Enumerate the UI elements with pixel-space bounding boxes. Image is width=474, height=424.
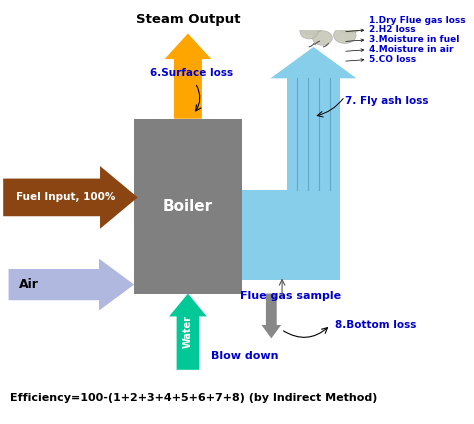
- Bar: [134, 119, 242, 293]
- Ellipse shape: [312, 31, 332, 45]
- Text: 2.H2 loss: 2.H2 loss: [369, 25, 416, 34]
- Text: Efficiency=100-(1+2+3+4+5+6+7+8) (by Indirect Method): Efficiency=100-(1+2+3+4+5+6+7+8) (by Ind…: [10, 393, 378, 403]
- Ellipse shape: [316, 7, 347, 28]
- Text: 7. Fly ash loss: 7. Fly ash loss: [345, 96, 428, 106]
- Text: Fuel Input, 100%: Fuel Input, 100%: [16, 192, 115, 202]
- Text: Steam Output: Steam Output: [136, 13, 240, 26]
- Text: Blow down: Blow down: [211, 351, 279, 361]
- Ellipse shape: [297, 15, 324, 34]
- Text: Flue gas sample: Flue gas sample: [240, 291, 341, 301]
- Text: 3.Moisture in fuel: 3.Moisture in fuel: [369, 35, 459, 44]
- Text: 6.Surface loss: 6.Surface loss: [150, 68, 233, 78]
- Ellipse shape: [334, 27, 356, 43]
- Polygon shape: [9, 259, 134, 311]
- Polygon shape: [262, 293, 281, 338]
- Bar: [242, 190, 340, 280]
- Ellipse shape: [337, 16, 362, 33]
- Text: Boiler: Boiler: [163, 198, 213, 214]
- Polygon shape: [164, 33, 211, 119]
- Text: 8.Bottom loss: 8.Bottom loss: [335, 320, 416, 330]
- Ellipse shape: [300, 25, 318, 39]
- Polygon shape: [270, 47, 356, 78]
- Polygon shape: [3, 166, 137, 229]
- Text: 1.Dry Flue gas loss: 1.Dry Flue gas loss: [369, 16, 465, 25]
- Bar: [287, 78, 340, 190]
- Text: 4.Moisture in air: 4.Moisture in air: [369, 45, 454, 54]
- Text: Air: Air: [19, 278, 39, 291]
- Polygon shape: [169, 293, 207, 370]
- Text: 5.CO loss: 5.CO loss: [369, 55, 416, 64]
- Text: Water: Water: [183, 315, 193, 348]
